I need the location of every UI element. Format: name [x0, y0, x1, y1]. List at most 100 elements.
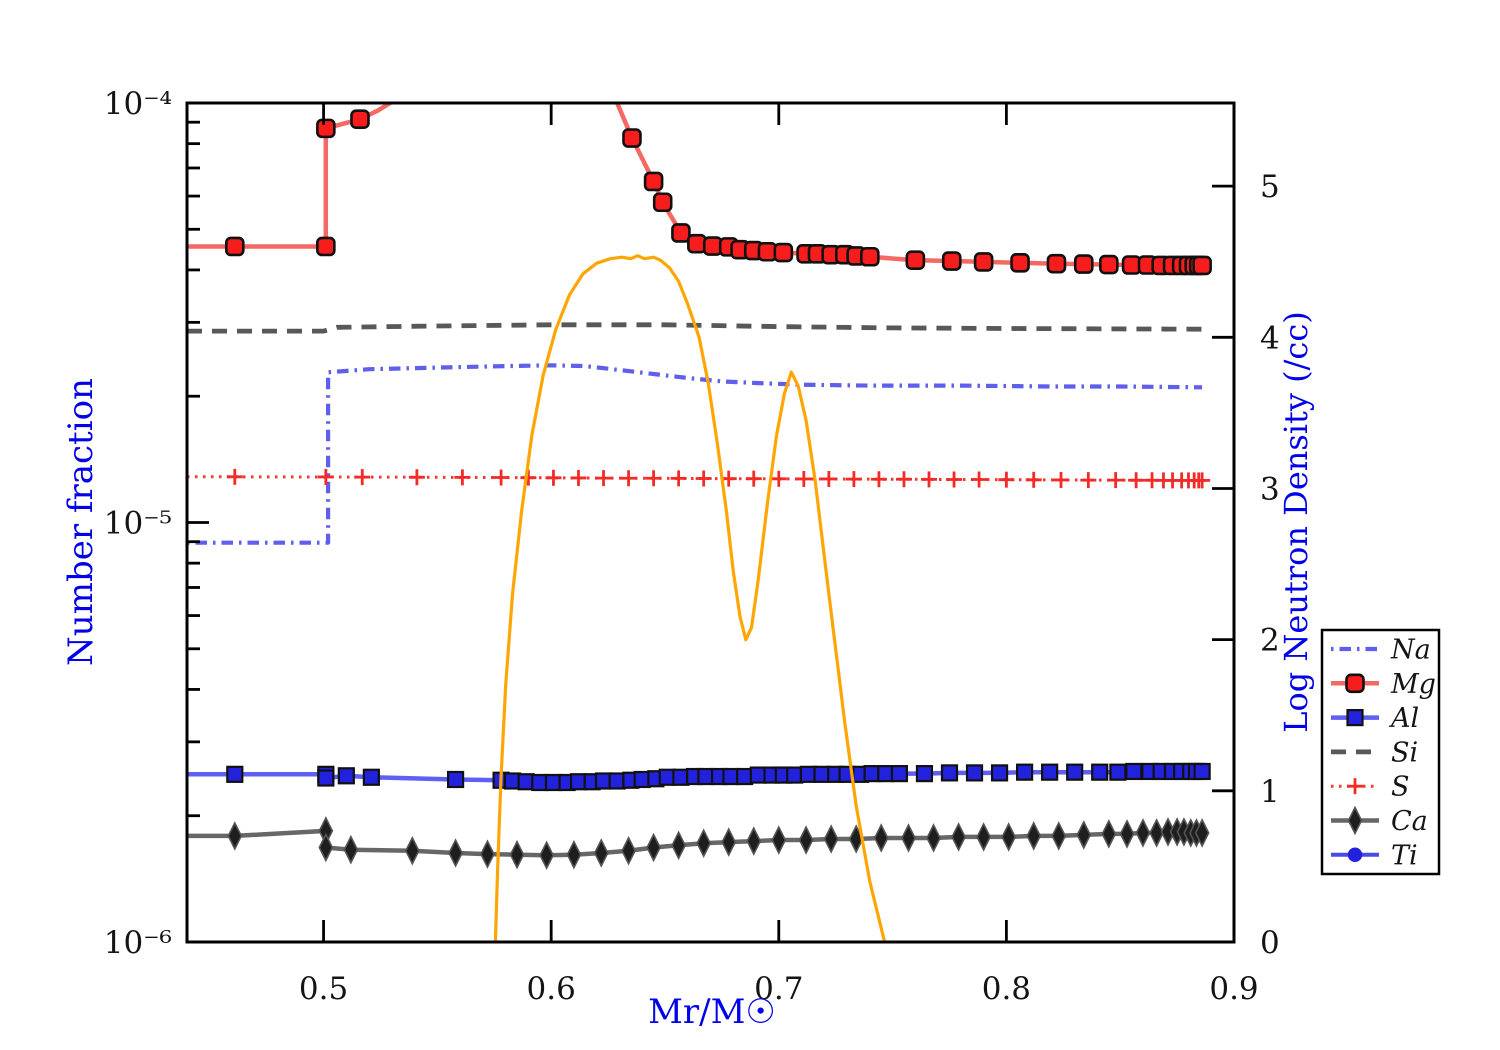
marker-Mg	[1192, 255, 1212, 276]
marker-Ca	[480, 839, 495, 869]
plot-border	[185, 101, 1236, 944]
marker-Ca	[621, 835, 636, 866]
marker-Mg	[687, 233, 707, 254]
y-left-tick-label: 10⁻⁵	[104, 506, 172, 542]
legend-label-Ti: Ti	[1391, 840, 1418, 871]
legend-label-Si: Si	[1391, 737, 1418, 768]
line-Ca	[187, 828, 1203, 858]
series-Al	[187, 762, 1211, 792]
plot-frame: 0.5 0.6 0.7 0.8 0.9 10⁻⁴ 10⁻⁵ 10⁻⁶ 0 1 2 3 4 5	[104, 86, 1280, 1007]
marker-Ca	[951, 822, 966, 852]
marker-Mg	[702, 236, 723, 256]
marker-Mg	[350, 109, 370, 129]
marker-Mg	[941, 251, 962, 271]
marker-Ca	[1026, 821, 1042, 851]
legend-label-Mg: Mg	[1390, 669, 1436, 700]
marker-Ca	[1135, 818, 1151, 848]
marker-Al	[446, 770, 465, 789]
legend-item-S: S	[1331, 772, 1410, 803]
marker-Ca	[1001, 822, 1017, 852]
line-Si	[187, 322, 1203, 334]
axes-layer: 0.5 0.6 0.7 0.8 0.9 10⁻⁴ 10⁻⁵ 10⁻⁶ 0 1 2 3 4 5	[104, 86, 1280, 1007]
marker-Ca	[926, 823, 941, 853]
marker-Mg	[1046, 253, 1067, 274]
marker-Al	[915, 765, 934, 783]
series-Mg	[187, 103, 1212, 276]
marker-Mg	[860, 246, 880, 267]
marker-Al	[317, 769, 335, 787]
marker-Ca	[901, 823, 916, 853]
marker-Al	[1193, 762, 1211, 781]
y-left-axis-title: Number fraction	[61, 378, 101, 666]
marker-Ca	[646, 832, 661, 863]
series-Na	[187, 363, 1203, 545]
marker-Mg	[973, 252, 994, 272]
marker-Ca	[404, 835, 420, 866]
marker-Ti	[1347, 847, 1363, 863]
marker-Mg	[652, 192, 673, 213]
marker-Ca	[1076, 820, 1092, 850]
marker-Ca	[1119, 819, 1135, 849]
x-tick-label: 0.6	[527, 971, 576, 1007]
marker-Ca	[823, 824, 839, 854]
y-right-axis-title: Log Neutron Density (/cc)	[1277, 311, 1315, 732]
x-axis-title: Mr/M☉	[648, 992, 776, 1032]
marker-Al	[362, 768, 380, 786]
marker-Al	[1015, 763, 1034, 781]
marker-Al	[226, 765, 244, 783]
marker-Mg	[671, 223, 691, 243]
marker-Mg	[1099, 254, 1119, 275]
marker-Ca	[873, 823, 889, 853]
marker-Ca	[566, 839, 582, 870]
legend-label-S: S	[1391, 772, 1410, 803]
marker-Mg	[1345, 673, 1365, 694]
marker-Ca	[1347, 805, 1363, 836]
legend-item-Ti: Ti	[1331, 840, 1418, 871]
marker-Ca	[1101, 819, 1117, 849]
marker-Al	[1125, 762, 1143, 781]
marker-Ca	[1051, 821, 1067, 851]
marker-Ca	[798, 825, 814, 855]
line-Mg	[187, 103, 1203, 268]
legend-label-Ca: Ca	[1391, 806, 1428, 837]
legend-item-Si: Si	[1331, 737, 1418, 768]
marker-Ca	[976, 822, 992, 852]
y-right-tick-label: 0	[1260, 925, 1280, 961]
legend-label-Al: Al	[1388, 703, 1419, 734]
marker-Mg	[316, 236, 336, 257]
marker-Mg	[1121, 255, 1142, 275]
marker-Al	[940, 764, 959, 782]
legend-label-Na: Na	[1390, 635, 1431, 666]
line-neutron_density	[493, 254, 887, 942]
marker-Ca	[593, 838, 609, 868]
marker-Mg	[622, 128, 642, 148]
line-S	[187, 475, 1203, 482]
marker-Mg	[224, 236, 245, 257]
marker-Al	[890, 765, 909, 783]
x-tick-label: 0.9	[1209, 971, 1258, 1007]
series-S	[187, 468, 1211, 489]
series-neutron_density	[493, 254, 887, 942]
x-tick-label: 0.8	[982, 971, 1031, 1007]
marker-Ca	[721, 827, 737, 857]
marker-Ca	[539, 840, 555, 871]
marker-Al	[1091, 763, 1109, 781]
marker-Al	[1109, 763, 1127, 781]
marker-Al	[990, 764, 1009, 782]
y-right-tick-label: 2	[1260, 623, 1280, 659]
marker-Mg	[1073, 254, 1094, 274]
marker-Al	[1041, 763, 1059, 781]
marker-Ca	[696, 828, 712, 858]
marker-Mg	[316, 118, 336, 139]
marker-Mg	[757, 241, 778, 262]
y-right-tick-label: 1	[1260, 774, 1280, 810]
x-tick-label: 0.7	[754, 971, 803, 1007]
marker-Ca	[671, 830, 687, 861]
line-Na	[187, 363, 1203, 545]
marker-Mg	[773, 242, 794, 263]
legend-item-Mg: Mg	[1331, 669, 1436, 700]
marker-Ca	[746, 826, 762, 856]
y-left-tick-label: 10⁻⁴	[104, 86, 172, 122]
